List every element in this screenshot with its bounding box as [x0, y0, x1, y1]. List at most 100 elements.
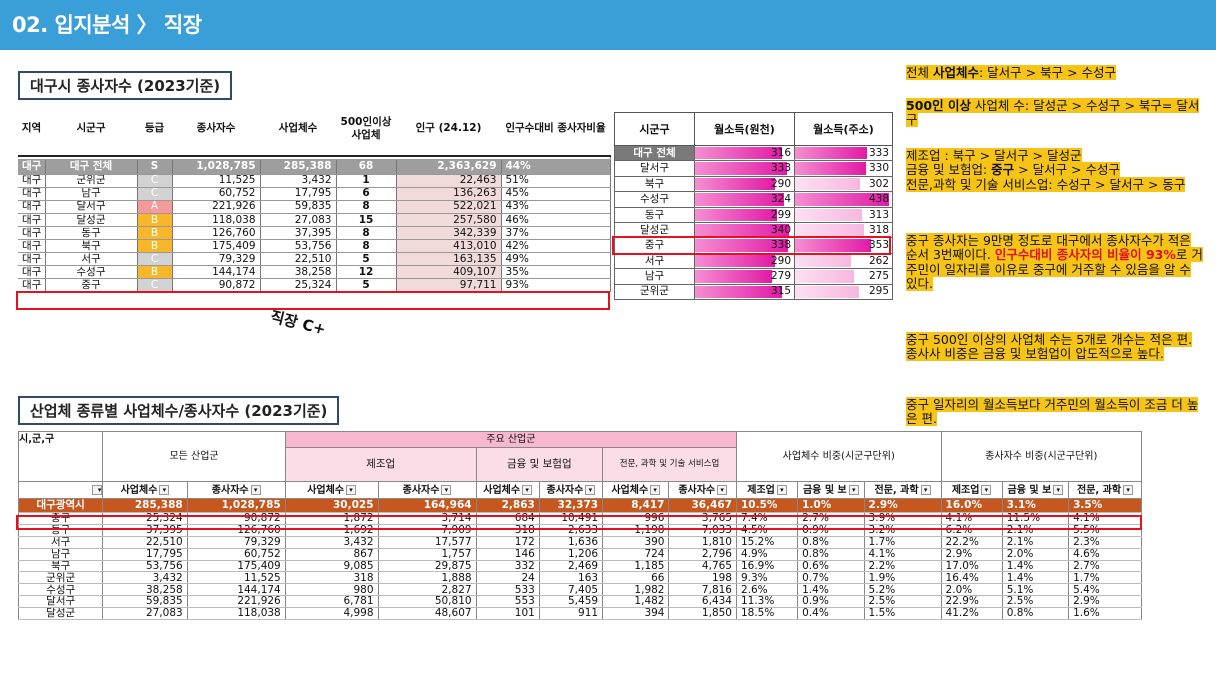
table-cell: 163,135 — [396, 252, 502, 267]
col-header: 시군구 — [614, 112, 695, 146]
table-cell: 22,463 — [396, 174, 502, 188]
table-cell: 1.9% — [863, 571, 942, 585]
table-cell: 서구 — [45, 252, 138, 267]
table-row: 북구 290 302 — [614, 175, 893, 193]
income-value: 313 — [868, 208, 889, 221]
income-value: 302 — [868, 177, 889, 190]
table-cell: 2.1% — [1001, 524, 1070, 537]
table-cell: 11,525 — [172, 174, 261, 188]
filter-dropdown-icon[interactable]: ▾ — [522, 484, 533, 495]
filter-dropdown-icon[interactable]: ▾ — [776, 484, 787, 495]
filter-dropdown-icon[interactable]: ▾ — [159, 484, 170, 495]
income-value: 333 — [770, 162, 791, 175]
table-cell: 522,021 — [396, 200, 502, 214]
table-cell: 342,339 — [396, 226, 502, 240]
table-cell: 724 — [602, 548, 670, 561]
income-bar-cell: 333 — [794, 144, 893, 162]
table-cell: 6 — [336, 187, 397, 201]
income-value: 290 — [770, 254, 791, 267]
income-value: 330 — [868, 162, 889, 175]
table-cell: 48,607 — [377, 607, 477, 621]
table-cell: 79,329 — [172, 252, 261, 267]
table-row: 대구 대구 전체 S 1,028,785 285,388 68 2,363,629 44% — [18, 159, 611, 175]
col-header: 등급 — [137, 102, 172, 157]
table-cell: 285,388 — [102, 498, 188, 513]
district-cell: 서구 — [614, 252, 695, 270]
table-cell: 18.5% — [735, 607, 799, 621]
table-cell: 대구 — [18, 226, 46, 240]
col-header: 500인이상 사업체 — [336, 102, 396, 157]
table-cell: 44% — [501, 159, 611, 175]
table-cell: 1,185 — [602, 560, 670, 573]
table-cell: 2.9% — [940, 548, 1003, 561]
table-cell: 175,409 — [172, 239, 261, 254]
table-cell: 16.0% — [940, 498, 1003, 513]
table-cell: 6,781 — [284, 595, 379, 609]
income-bar-cell: 299 — [694, 206, 795, 223]
table-cell: 45% — [501, 187, 611, 201]
table-cell: 17,795 — [102, 548, 188, 561]
table-cell: 172 — [475, 536, 540, 549]
table-row: 대구 북구 B 175,409 53,756 8 413,010 42% — [18, 239, 611, 254]
table-cell: 2.9% — [1068, 595, 1142, 609]
table-cell: 4.6% — [1068, 548, 1142, 561]
district-cell: 대구 전체 — [614, 144, 695, 162]
table-cell: 16.4% — [940, 571, 1003, 585]
sub-header-label: 제조업 — [951, 484, 980, 496]
filter-dropdown-icon[interactable]: ▾ — [346, 484, 357, 495]
income-value: 353 — [868, 239, 889, 252]
income-value: 299 — [770, 208, 791, 221]
table-row: 대구 전체 316 333 — [614, 144, 893, 162]
table-cell: 90,872 — [172, 278, 261, 293]
filter-dropdown-icon[interactable]: ▾ — [650, 484, 661, 495]
note-jung-gu-big-firms: 중구 500인 이상의 사업체 수는 5개로 개수는 적은 편. 종사사 비중은… — [906, 332, 1193, 362]
filter-dropdown-icon[interactable]: ▾ — [717, 484, 728, 495]
filter-dropdown-icon[interactable]: ▾ — [441, 484, 452, 495]
table-cell: S — [137, 159, 173, 175]
filter-dropdown-icon[interactable]: ▾ — [920, 484, 931, 495]
filter-dropdown-icon[interactable]: ▾ — [981, 484, 992, 495]
table-cell: 0.8% — [1001, 607, 1070, 621]
table-cell: 대구 — [18, 187, 46, 201]
table-cell: 달서구 — [17, 595, 104, 609]
table-cell: 118,038 — [186, 607, 286, 621]
district-cell: 북구 — [614, 175, 695, 193]
table-cell: 1,028,785 — [172, 159, 261, 175]
table-cell: 1.4% — [797, 583, 865, 597]
table-cell: 달성군 — [17, 607, 104, 621]
table-cell: 1.6% — [1068, 607, 1142, 621]
income-bar — [695, 147, 782, 160]
table-cell: 175,409 — [186, 560, 286, 573]
table-cell: 2,363,629 — [396, 159, 502, 175]
table-cell: 36,467 — [668, 498, 737, 513]
table-row: 군위군 3,432 11,525 318 1,888 24 163 66 198 9.3% 0.7%… — [17, 571, 1142, 585]
filter-dropdown-icon[interactable]: ▾ — [585, 484, 596, 495]
table-cell: 2.9% — [863, 498, 942, 513]
filter-dropdown-icon[interactable]: ▾ — [848, 484, 859, 495]
table-cell: 대구 — [18, 265, 46, 280]
filter-dropdown-icon[interactable]: ▾ — [250, 484, 261, 495]
income-bar-cell: 316 — [694, 144, 795, 162]
filter-button[interactable]: ▾ — [17, 481, 104, 499]
income-table: 시군구 월소득(원천) 월소득(주소) 대구 전체 316 333 달서구 333 330… — [614, 112, 893, 300]
table-cell: 163 — [538, 571, 604, 585]
sub-header-label: 전문, 과학 — [874, 484, 919, 496]
table-cell: 2.5% — [863, 595, 942, 609]
table-cell: B — [137, 239, 173, 254]
table-cell: 38,258 — [102, 583, 188, 597]
table-row: 대구 남구 C 60,752 17,795 6 136,263 45% — [18, 187, 611, 201]
note-jung-gu-income: 중구 일자리의 월소득보다 거주민의 월소득이 조금 더 높은 편. — [906, 397, 1199, 427]
sub-header: 사업체수 ▾ — [602, 481, 670, 499]
sub-header-label: 종사자수 — [678, 484, 716, 496]
sub-header-label: 사업체수 — [483, 484, 521, 496]
table-cell: 53,756 — [102, 560, 188, 573]
table-cell: 북구 — [17, 560, 104, 573]
table-cell: 5.5% — [1068, 524, 1142, 537]
table-cell: 390 — [602, 536, 670, 549]
col-header: 인구수대비 종사자비율 — [501, 102, 610, 157]
table-cell: 1.0% — [797, 498, 865, 513]
filter-dropdown-icon[interactable]: ▾ — [1053, 484, 1064, 495]
table-cell: 9,085 — [284, 560, 379, 573]
col-header: 사업체수 — [260, 102, 336, 157]
filter-dropdown-icon[interactable]: ▾ — [1123, 484, 1134, 495]
